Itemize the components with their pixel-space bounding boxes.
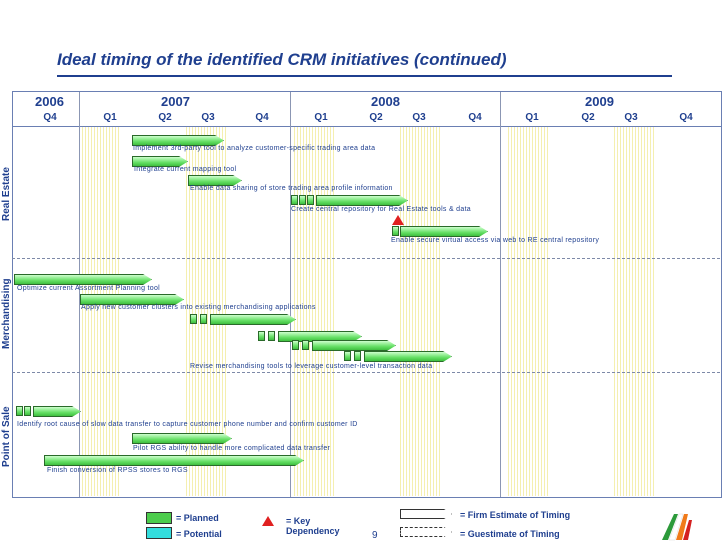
key-dependency-icon: [262, 516, 274, 526]
task-bar: [44, 455, 304, 466]
task-marker: [302, 340, 309, 350]
section-divider: [12, 372, 720, 373]
quarter-label: Q4: [468, 112, 482, 123]
legend-planned-swatch: [146, 512, 172, 524]
section-divider: [12, 258, 720, 259]
task-label-re1: Implement 3rd-party tool to analyze cust…: [133, 145, 376, 152]
quarter-stripe: [294, 127, 336, 496]
task-bar: [188, 175, 242, 186]
year-2009: 2009: [585, 94, 614, 109]
task-marker: [200, 314, 207, 324]
year-divider: [500, 92, 501, 497]
page-title: Ideal timing of the identified CRM initi…: [57, 50, 507, 69]
task-bar: [400, 226, 488, 237]
quarter-label: Q4: [43, 112, 57, 123]
quarter-label: Q2: [369, 112, 383, 123]
task-marker: [307, 195, 314, 205]
quarter-stripe: [79, 127, 121, 496]
task-label-p1: Identify root cause of slow data transfe…: [17, 421, 358, 428]
legend-key-dependency-label: = Key Dependency: [286, 516, 340, 536]
timeline-frame: [12, 125, 722, 498]
quarter-label: Q3: [201, 112, 215, 123]
task-bar: [132, 433, 232, 444]
legend-planned-label: = Planned: [176, 513, 219, 523]
company-logo: [662, 513, 692, 541]
page-number: 9: [372, 530, 378, 541]
task-label-p3: Finish conversion of RPSS stores to RGS: [47, 467, 188, 474]
year-2006: 2006: [35, 94, 64, 109]
task-label-re2: Integrate current mapping tool: [134, 166, 237, 173]
task-marker: [291, 195, 298, 205]
timeline-header: 2006 2007 2008 2009 Q4 Q1 Q2 Q3 Q4 Q1 Q2…: [12, 91, 722, 127]
year-2007: 2007: [161, 94, 190, 109]
quarter-label: Q2: [158, 112, 172, 123]
task-marker: [16, 406, 23, 416]
task-marker: [392, 226, 399, 236]
task-bar: [364, 351, 452, 362]
task-bar: [316, 195, 408, 206]
legend-potential-swatch: [146, 527, 172, 539]
task-bar: [210, 314, 296, 325]
quarter-stripe: [400, 127, 440, 496]
legend-potential-label: = Potential: [176, 529, 222, 539]
quarter-stripe: [508, 127, 550, 496]
year-divider: [79, 92, 80, 497]
task-marker: [299, 195, 306, 205]
task-label-m3: Revise merchandising tools to leverage c…: [190, 363, 433, 370]
section-label-point-of-sale: Point of Sale: [1, 406, 12, 468]
task-bar: [14, 274, 152, 285]
task-marker: [258, 331, 265, 341]
quarter-label: Q1: [525, 112, 539, 123]
task-label-m2: Apply new customer clusters into existin…: [81, 304, 316, 311]
task-marker: [24, 406, 31, 416]
quarter-label: Q3: [624, 112, 638, 123]
task-bar: [132, 156, 188, 167]
task-label-m1: Optimize current Assortment Planning too…: [17, 285, 161, 292]
task-marker: [354, 351, 361, 361]
task-label-p2: Pilot RGS ability to handle more complic…: [133, 445, 331, 452]
quarter-label: Q1: [103, 112, 117, 123]
task-marker: [190, 314, 197, 324]
quarter-label: Q4: [679, 112, 693, 123]
task-bar: [312, 340, 396, 351]
task-bar: [132, 135, 224, 146]
task-marker: [344, 351, 351, 361]
task-label-re4: Create central repository for Real Estat…: [291, 206, 472, 213]
quarter-stripe: [614, 127, 656, 496]
task-label-re5: Enable secure virtual access via web to …: [391, 237, 600, 244]
task-marker: [268, 331, 275, 341]
year-2008: 2008: [371, 94, 400, 109]
task-label-re3: Enable data sharing of store trading are…: [190, 185, 393, 192]
section-label-real-estate: Real Estate: [1, 167, 12, 221]
quarter-label: Q2: [581, 112, 595, 123]
quarter-label: Q3: [412, 112, 426, 123]
task-bar: [80, 294, 184, 305]
quarter-label: Q4: [255, 112, 269, 123]
task-bar: [33, 406, 81, 417]
task-marker: [292, 340, 299, 350]
year-divider: [290, 92, 291, 497]
title-rule: [57, 75, 672, 77]
key-dependency-icon: [392, 215, 404, 225]
legend-guestimate-label: = Guestimate of Timing: [460, 529, 560, 539]
legend-firm-label: = Firm Estimate of Timing: [460, 510, 571, 520]
legend-guestimate-arrow: [400, 527, 452, 537]
quarter-label: Q1: [314, 112, 328, 123]
section-label-merchandising: Merchandising: [1, 278, 12, 350]
legend-firm-arrow: [400, 509, 452, 519]
